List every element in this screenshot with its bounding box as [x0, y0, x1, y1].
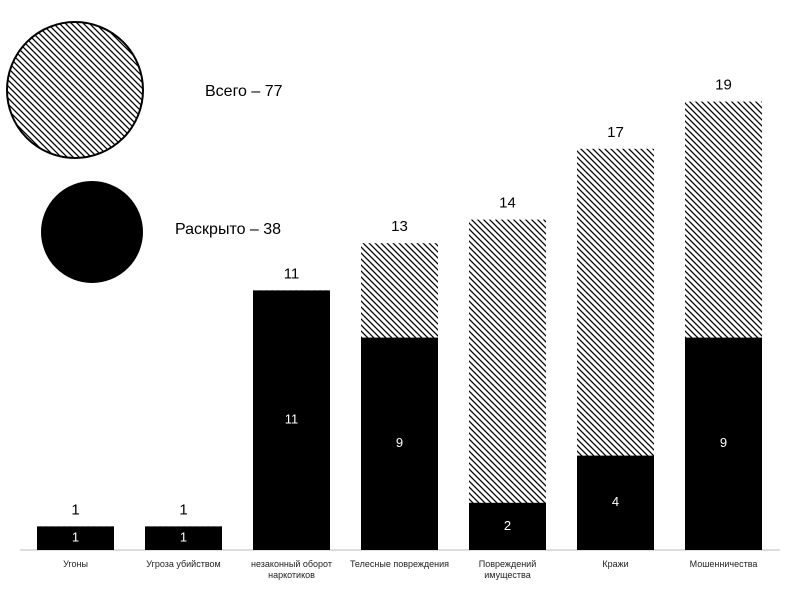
data-label: 13 — [391, 218, 408, 235]
legend-swatch — [6, 21, 144, 159]
x-tick-label: Кражи — [602, 559, 629, 569]
legend-label: Раскрыто – 38 — [175, 221, 281, 238]
bar — [361, 337, 438, 550]
data-label: 14 — [499, 195, 516, 212]
data-label: 4 — [612, 494, 619, 509]
bar — [469, 502, 546, 550]
data-label: 11 — [284, 265, 300, 282]
data-label: 9 — [720, 435, 727, 450]
x-tick-label: Угроза убийством — [146, 559, 221, 569]
data-label: 1 — [71, 501, 79, 518]
x-tick-label: незаконный оборот наркотиков — [251, 559, 332, 580]
data-label: 11 — [285, 412, 299, 427]
legend-swatch — [41, 181, 143, 283]
data-label: 17 — [607, 124, 624, 141]
x-tick-label: Повреждений имущества — [478, 559, 537, 580]
bar — [253, 290, 330, 550]
x-tick-label: Угоны — [63, 559, 88, 569]
data-label: 19 — [715, 77, 732, 94]
bar — [685, 337, 762, 550]
x-tick-label: Телесные повреждения — [349, 559, 450, 569]
data-label: 1 — [72, 530, 79, 545]
data-label: 1 — [180, 530, 187, 545]
data-label: 9 — [396, 435, 403, 450]
bar — [145, 526, 222, 550]
data-label: 1 — [179, 501, 187, 518]
bar — [469, 219, 546, 550]
bar — [577, 455, 654, 550]
bar — [37, 526, 114, 550]
data-label: 2 — [504, 518, 511, 533]
legend-label: Всего – 77 — [205, 83, 283, 100]
x-tick-label: Мошенничества — [689, 559, 758, 569]
